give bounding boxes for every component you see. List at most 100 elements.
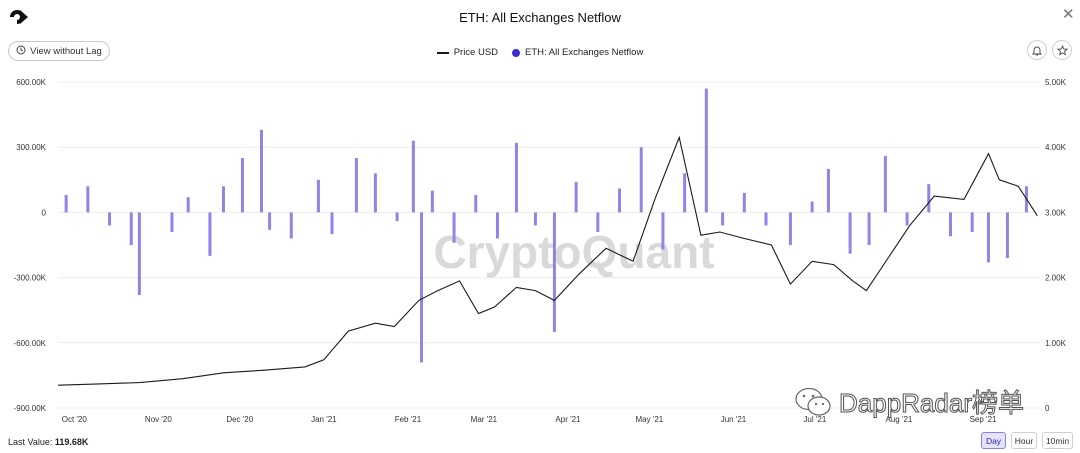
view-without-lag-label: View without Lag xyxy=(30,45,102,57)
netflow-bar xyxy=(268,212,272,230)
y-left-tick-label: 300.00K xyxy=(16,143,46,152)
netflow-bar xyxy=(986,212,990,263)
netflow-bar xyxy=(330,212,334,235)
dot-swatch-icon xyxy=(512,48,521,57)
netflow-bar xyxy=(64,195,68,213)
bell-icon xyxy=(1032,46,1042,55)
brand-watermark: DappRadar榜单 xyxy=(793,383,1024,420)
netflow-bar xyxy=(883,155,887,213)
y-right-tick-label: 3.00K xyxy=(1045,208,1067,217)
netflow-bar xyxy=(826,168,830,213)
netflow-bar xyxy=(240,158,244,213)
netflow-bar xyxy=(810,201,814,213)
y-right-tick-label: 2.00K xyxy=(1045,274,1067,283)
netflow-bar xyxy=(683,173,687,213)
netflow-bar xyxy=(108,212,112,226)
netflow-bar xyxy=(764,212,768,226)
y-left-tick-label: -600.00K xyxy=(14,339,47,348)
cryptoquant-watermark: CryptoQuant xyxy=(433,226,714,278)
alert-bell-button[interactable] xyxy=(1027,40,1047,60)
netflow-bar xyxy=(430,190,434,213)
netflow-bar xyxy=(721,212,725,226)
x-tick-label: Sep '21 xyxy=(970,415,997,424)
netflow-bar xyxy=(186,197,190,213)
chart-legend: Price USD ETH: All Exchanges Netflow xyxy=(0,47,1080,58)
legend-netflow-label: ETH: All Exchanges Netflow xyxy=(525,47,644,58)
netflow-bar xyxy=(420,212,424,363)
y-right-tick-label: 0 xyxy=(1045,404,1050,413)
line-swatch-icon xyxy=(436,51,449,54)
netflow-bar xyxy=(129,212,133,245)
netflow-bar xyxy=(704,88,708,213)
star-icon xyxy=(1056,44,1068,56)
legend-item-price[interactable]: Price USD xyxy=(436,47,498,58)
netflow-bar xyxy=(618,188,622,213)
last-value-readout: Last Value: 119.68K xyxy=(8,437,88,447)
y-right-tick-label: 5.00K xyxy=(1045,78,1067,87)
range-hour-button[interactable]: Hour xyxy=(1011,432,1037,449)
netflow-bar xyxy=(948,212,952,237)
range-10min-button[interactable]: 10min xyxy=(1042,432,1073,449)
netflow-bar xyxy=(533,212,537,226)
netflow-bar xyxy=(221,186,225,213)
last-value-label: Last Value: xyxy=(8,437,53,447)
close-icon[interactable]: ✕ xyxy=(1062,6,1075,23)
x-tick-label: Feb '21 xyxy=(395,415,422,424)
legend-item-netflow[interactable]: ETH: All Exchanges Netflow xyxy=(512,47,643,58)
netflow-bar xyxy=(661,212,665,250)
netflow-bar xyxy=(639,147,643,213)
wechat-icon xyxy=(795,387,831,416)
last-value: 119.68K xyxy=(54,437,89,447)
x-tick-label: Jan '21 xyxy=(311,415,337,424)
netflow-bar xyxy=(742,192,746,213)
netflow-bar xyxy=(354,158,358,213)
x-tick-label: Apr '21 xyxy=(555,415,581,424)
favorite-button[interactable] xyxy=(1052,40,1072,60)
netflow-bar xyxy=(86,186,90,213)
price-line xyxy=(57,135,1038,386)
netflow-bar xyxy=(970,212,974,232)
x-tick-label: Nov '20 xyxy=(145,415,172,424)
netflow-bar xyxy=(395,212,399,222)
y-right-tick-label: 4.00K xyxy=(1045,143,1067,152)
netflow-bar xyxy=(574,181,578,213)
netflow-bar xyxy=(1005,212,1009,259)
netflow-bar xyxy=(474,195,478,213)
cryptoquant-logo-icon xyxy=(8,8,30,26)
brand-watermark-text: DappRadar榜单 xyxy=(839,388,1025,419)
x-tick-label: May '21 xyxy=(635,415,663,424)
netflow-bar xyxy=(411,140,415,213)
x-tick-label: Jul '21 xyxy=(803,415,826,424)
x-tick-label: Jun '21 xyxy=(721,415,747,424)
netflow-bar xyxy=(788,212,792,245)
view-without-lag-button[interactable]: View without Lag xyxy=(8,41,110,61)
chart-title: ETH: All Exchanges Netflow xyxy=(459,10,621,25)
netflow-bar xyxy=(495,212,499,239)
x-tick-label: Mar '21 xyxy=(471,415,498,424)
clock-icon xyxy=(16,45,26,58)
x-tick-label: Aug '21 xyxy=(885,415,912,424)
y-right-tick-label: 1.00K xyxy=(1045,339,1067,348)
y-left-tick-label: 0 xyxy=(42,208,47,217)
y-left-tick-label: -300.00K xyxy=(14,274,47,283)
netflow-bar xyxy=(452,212,456,243)
netflow-bar xyxy=(259,129,263,213)
netflow-bar xyxy=(848,212,852,254)
netflow-bar xyxy=(596,212,600,232)
x-tick-label: Oct '20 xyxy=(62,415,88,424)
netflow-bar xyxy=(927,184,931,213)
netflow-bar xyxy=(170,212,174,232)
netflow-bar xyxy=(137,212,141,295)
netflow-bar xyxy=(289,212,293,239)
y-left-tick-label: 600.00K xyxy=(16,78,46,87)
netflow-bar xyxy=(552,212,556,332)
netflow-bar xyxy=(316,179,320,213)
range-day-button[interactable]: Day xyxy=(981,432,1006,449)
y-left-tick-label: -900.00K xyxy=(14,404,47,413)
netflow-bar xyxy=(867,212,871,245)
netflow-bar xyxy=(373,173,377,213)
x-tick-label: Dec '20 xyxy=(226,415,253,424)
netflow-bar xyxy=(208,212,212,256)
netflow-bar xyxy=(514,142,518,213)
